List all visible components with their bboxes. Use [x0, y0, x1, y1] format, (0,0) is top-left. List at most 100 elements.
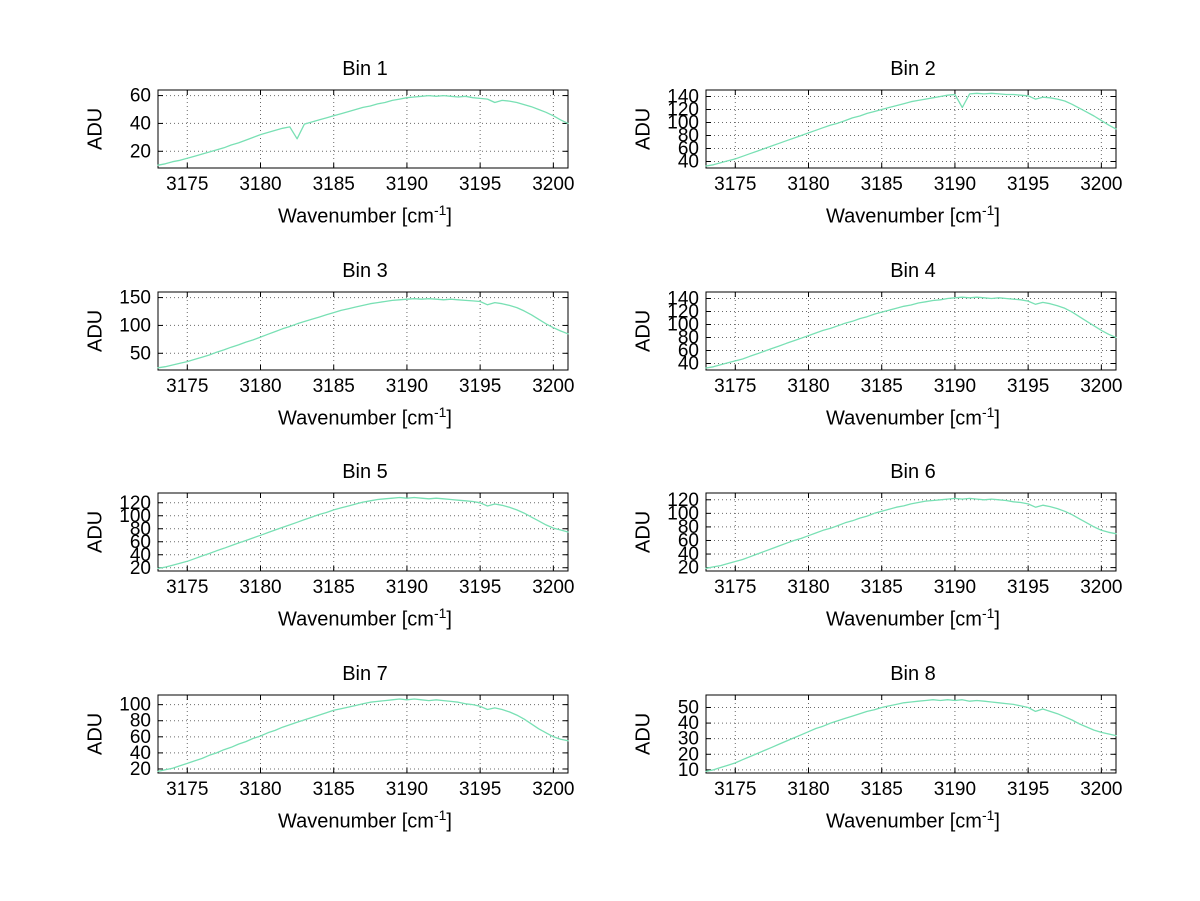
subplot-bin-8: Bin 8 ADU 3175 3180 3185 3190 3195 3200 10 20 30…: [632, 661, 1126, 834]
svg-text:60: 60: [678, 531, 699, 552]
svg-text:3195: 3195: [459, 174, 501, 195]
svg-text:3185: 3185: [861, 779, 903, 800]
svg-text:3195: 3195: [459, 376, 501, 397]
svg-text:3185: 3185: [861, 577, 903, 598]
x-axis-label-superscript: -1: [433, 403, 447, 420]
x-axis-label-bracket: ]: [446, 810, 452, 833]
x-axis-label-text: Wavenumber [cm: [826, 407, 982, 430]
svg-text:3195: 3195: [459, 577, 501, 598]
svg-text:3180: 3180: [239, 577, 281, 598]
svg-text:3200: 3200: [1080, 577, 1122, 598]
svg-text:120: 120: [119, 493, 151, 514]
svg-text:3175: 3175: [714, 577, 756, 598]
svg-text:40: 40: [678, 713, 699, 734]
plot-title-bin-4: Bin 4: [890, 259, 936, 282]
y-axis-label: ADU: [84, 511, 107, 554]
y-axis-label: ADU: [84, 107, 107, 151]
x-axis-label-bracket: ]: [446, 407, 452, 430]
svg-text:3200: 3200: [532, 376, 574, 397]
subplot-bin-3: Bin 3 ADU 3175 3180 3185 3190 3195 3200 50 100 1…: [84, 258, 578, 431]
svg-text:3175: 3175: [166, 779, 208, 800]
x-axis-label-text: Wavenumber [cm: [278, 205, 434, 228]
svg-text:3195: 3195: [1007, 577, 1049, 598]
subplot-bin-5: Bin 5 ADU 3175 3180 3185 3190 3195 3200 20 40 60…: [84, 459, 578, 632]
svg-text:3200: 3200: [532, 174, 574, 195]
x-axis-label-bracket: ]: [994, 407, 1000, 430]
x-axis-label-bracket: ]: [994, 205, 1000, 228]
subplot-bin-2: Bin 2 ADU 3175 3180 3185 3190 3195 3200 40 60 80…: [632, 56, 1126, 229]
svg-text:3175: 3175: [714, 779, 756, 800]
svg-text:3200: 3200: [1080, 779, 1122, 800]
x-axis-label-bracket: ]: [994, 810, 1000, 833]
x-axis-label: Wavenumber [cm-1]: [708, 803, 1118, 834]
svg-text:3190: 3190: [934, 376, 976, 397]
svg-text:3190: 3190: [386, 174, 428, 195]
svg-text:150: 150: [119, 287, 151, 308]
svg-text:100: 100: [667, 314, 699, 335]
x-axis-label: Wavenumber [cm-1]: [708, 601, 1118, 632]
x-axis-label-superscript: -1: [433, 806, 447, 823]
y-axis-label: ADU: [632, 309, 655, 352]
svg-text:30: 30: [678, 729, 699, 750]
x-axis-label-superscript: -1: [981, 806, 995, 823]
svg-text:60: 60: [678, 139, 699, 160]
x-axis-label-superscript: -1: [981, 403, 995, 420]
svg-text:120: 120: [667, 301, 699, 322]
x-axis-label-superscript: -1: [433, 605, 447, 622]
svg-text:40: 40: [678, 353, 699, 374]
svg-text:3175: 3175: [166, 174, 208, 195]
svg-text:3190: 3190: [934, 577, 976, 598]
x-axis-label-bracket: ]: [446, 205, 452, 228]
svg-text:3180: 3180: [239, 376, 281, 397]
x-axis-label-superscript: -1: [981, 202, 995, 218]
svg-text:40: 40: [130, 113, 151, 134]
svg-text:60: 60: [678, 340, 699, 361]
plot-title-bin-1: Bin 1: [342, 58, 388, 80]
svg-text:3200: 3200: [532, 779, 574, 800]
svg-text:3195: 3195: [1007, 174, 1049, 195]
svg-text:50: 50: [678, 697, 699, 718]
plot-title-bin-2: Bin 2: [890, 58, 936, 80]
x-axis-label-text: Wavenumber [cm: [278, 810, 434, 833]
x-axis-label-bracket: ]: [994, 608, 1000, 631]
svg-text:80: 80: [130, 711, 151, 732]
svg-text:3185: 3185: [313, 376, 355, 397]
x-axis-label-bracket: ]: [446, 608, 452, 631]
x-axis-label-text: Wavenumber [cm: [826, 810, 982, 833]
plot-title-bin-8: Bin 8: [890, 662, 936, 685]
svg-text:3175: 3175: [166, 577, 208, 598]
y-axis-label: ADU: [632, 107, 655, 151]
x-axis-label-text: Wavenumber [cm: [278, 608, 434, 631]
subplot-bin-6: Bin 6 ADU 3175 3180 3185 3190 3195 3200 20 40 60…: [632, 459, 1126, 632]
svg-text:140: 140: [667, 288, 699, 309]
subplot-bin-7: Bin 7 ADU 3175 3180 3185 3190 3195 3200 20 40 60…: [84, 661, 578, 834]
svg-text:40: 40: [678, 152, 699, 173]
svg-text:3180: 3180: [787, 577, 829, 598]
x-axis-label: Wavenumber [cm-1]: [160, 601, 570, 632]
svg-text:140: 140: [667, 87, 699, 108]
svg-text:40: 40: [130, 545, 151, 566]
plot-axes-bin-3: 3175 3180 3185 3190 3195 3200 50 100 150: [119, 287, 574, 397]
svg-text:3185: 3185: [861, 174, 903, 195]
svg-text:3180: 3180: [787, 376, 829, 397]
svg-text:100: 100: [667, 113, 699, 134]
y-axis-label: ADU: [632, 511, 655, 554]
svg-text:80: 80: [678, 327, 699, 348]
x-axis-label-text: Wavenumber [cm: [826, 608, 982, 631]
svg-text:20: 20: [130, 141, 151, 162]
svg-text:3200: 3200: [1080, 376, 1122, 397]
svg-text:3190: 3190: [386, 577, 428, 598]
svg-text:80: 80: [678, 517, 699, 538]
svg-text:3185: 3185: [313, 577, 355, 598]
y-axis-label: ADU: [632, 712, 655, 756]
svg-text:3190: 3190: [386, 779, 428, 800]
svg-text:3175: 3175: [714, 174, 756, 195]
svg-text:100: 100: [119, 315, 151, 336]
svg-text:100: 100: [667, 504, 699, 525]
svg-text:3180: 3180: [787, 779, 829, 800]
svg-text:3200: 3200: [532, 577, 574, 598]
